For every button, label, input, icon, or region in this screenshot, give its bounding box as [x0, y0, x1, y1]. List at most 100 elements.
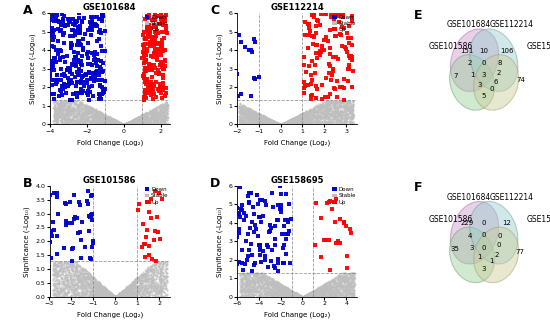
Point [134, 277, 142, 282]
Point [343, 98, 352, 104]
Point [319, 237, 328, 242]
Point [348, 287, 357, 293]
Point [118, 121, 127, 127]
Point [158, 120, 167, 125]
Point [310, 108, 318, 113]
Point [140, 272, 149, 277]
Point [117, 289, 126, 295]
Point [161, 262, 170, 267]
Point [327, 286, 336, 292]
Point [63, 269, 72, 275]
Point [313, 289, 322, 294]
Point [249, 116, 258, 121]
Point [130, 116, 139, 121]
Point [115, 292, 124, 297]
Point [119, 290, 128, 296]
Point [64, 262, 73, 267]
Point [294, 120, 302, 125]
Point [276, 292, 285, 297]
Point [266, 118, 274, 124]
Point [136, 288, 145, 294]
Point [56, 109, 64, 114]
Point [139, 119, 147, 124]
Point [302, 120, 311, 125]
Point [128, 118, 136, 123]
Point [76, 119, 85, 124]
Point [265, 278, 274, 283]
Point [142, 121, 151, 126]
Point [267, 294, 276, 299]
Point [334, 98, 343, 104]
Point [294, 294, 302, 299]
Point [98, 284, 107, 290]
Point [87, 280, 96, 285]
Point [261, 115, 270, 120]
Point [283, 291, 292, 296]
Point [106, 117, 114, 123]
Point [331, 294, 339, 300]
Point [112, 119, 120, 124]
Point [285, 121, 294, 126]
Point [102, 291, 111, 296]
Point [343, 284, 351, 290]
Point [93, 289, 102, 294]
Point [243, 280, 251, 285]
Point [254, 272, 262, 278]
Point [122, 284, 131, 289]
Point [94, 121, 102, 126]
Point [57, 119, 66, 124]
Point [327, 287, 336, 292]
Point [243, 273, 252, 279]
Point [284, 118, 293, 124]
Point [325, 118, 334, 123]
Point [344, 120, 353, 125]
Point [348, 293, 357, 298]
Point [326, 114, 335, 119]
Point [240, 108, 249, 113]
Point [77, 282, 86, 287]
Y-axis label: Significance (-Log₁₀): Significance (-Log₁₀) [24, 206, 30, 277]
Point [307, 107, 316, 113]
Point [112, 294, 121, 300]
Point [56, 99, 64, 104]
Point [81, 291, 90, 297]
Point [54, 290, 63, 295]
Point [327, 99, 336, 104]
Point [285, 289, 294, 294]
Point [84, 293, 93, 298]
Point [248, 110, 256, 115]
Point [327, 281, 336, 286]
Point [96, 115, 104, 120]
Point [296, 118, 305, 123]
Point [285, 291, 294, 296]
Point [241, 115, 250, 120]
Point [84, 110, 92, 116]
Point [252, 114, 261, 119]
Text: GSE112214: GSE112214 [490, 20, 534, 29]
Point [46, 239, 54, 245]
Point [292, 291, 300, 297]
Point [104, 289, 113, 294]
Point [67, 280, 75, 286]
Point [85, 270, 94, 276]
Point [340, 285, 349, 291]
Point [329, 113, 338, 118]
Point [104, 115, 113, 120]
Point [276, 281, 284, 286]
Point [333, 99, 342, 105]
Point [70, 271, 79, 277]
Point [348, 292, 356, 297]
Point [324, 292, 333, 297]
Point [163, 101, 172, 106]
Point [266, 120, 275, 126]
Point [123, 285, 132, 290]
Point [262, 117, 271, 123]
Point [287, 121, 295, 127]
Point [99, 290, 108, 296]
Point [50, 118, 58, 124]
Point [124, 121, 133, 126]
Point [273, 285, 282, 290]
Point [314, 288, 322, 294]
Point [254, 115, 263, 120]
Point [346, 226, 355, 231]
